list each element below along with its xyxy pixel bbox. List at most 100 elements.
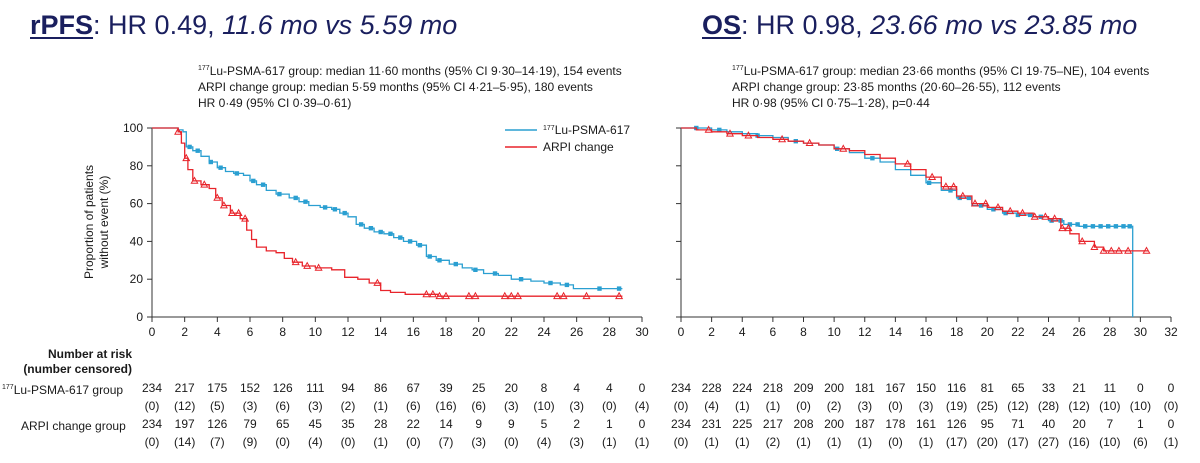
risk-censored-arpi: (17) <box>946 435 967 449</box>
risk-count-lu: 234 <box>142 381 162 395</box>
risk-count-lu: 209 <box>793 381 813 395</box>
rpfs-legend: 177Lu-PSMA-617 ARPI change <box>505 123 630 154</box>
os-curve-lu <box>681 127 1134 317</box>
risk-count-lu: 224 <box>732 381 752 395</box>
y-tick-label: 100 <box>123 121 143 135</box>
rpfs-censor-mark-lu <box>473 267 478 272</box>
risk-count-lu: 181 <box>855 381 875 395</box>
risk-censored-lu: (3) <box>504 399 519 413</box>
legend-label: ARPI change <box>543 140 614 154</box>
rpfs-censor-mark-arpi <box>182 153 191 162</box>
os-censor-mark-arpi <box>1099 246 1108 254</box>
rpfs-censor-mark-lu <box>564 282 570 288</box>
os-censor-mark-arpi <box>928 172 937 180</box>
risk-censored-lu: (5) <box>210 399 225 413</box>
risk-count-lu: 21 <box>1072 381 1086 395</box>
risk-count-lu: 0 <box>1137 381 1144 395</box>
risk-count-arpi: 234 <box>671 417 691 431</box>
risk-count-arpi: 40 <box>1042 417 1056 431</box>
risk-count-lu: 175 <box>207 381 227 395</box>
risk-count-arpi: 1 <box>1137 417 1144 431</box>
risk-censored-lu: (28) <box>1038 399 1059 413</box>
risk-censored-arpi: (7) <box>210 435 225 449</box>
risk-censored-lu: (12) <box>1007 399 1028 413</box>
risk-count-arpi: 7 <box>1106 417 1113 431</box>
os-censor-mark-lu <box>1003 210 1008 216</box>
risk-count-arpi: 9 <box>475 417 482 431</box>
stat-text: ARPI change group: 23·85 months (20·60–2… <box>732 80 1061 94</box>
risk-count-arpi: 197 <box>175 417 195 431</box>
rpfs-stat-line: ARPI change group: median 5·59 months (9… <box>198 79 622 95</box>
os-censor-mark-arpi <box>1107 246 1116 254</box>
os-title-colon: : <box>741 10 749 40</box>
risk-count-arpi: 208 <box>793 417 813 431</box>
x-tick-label: 14 <box>374 325 388 339</box>
rpfs-censor-mark-arpi <box>213 193 222 201</box>
nar-title-line2: (number censored) <box>23 362 132 376</box>
risk-censored-arpi: (17) <box>1007 435 1028 449</box>
risk-row-text: Lu-PSMA-617 group <box>13 383 124 397</box>
stat-text: HR 0·98 (95% CI 0·75–1·28), p=0·44 <box>732 96 930 110</box>
x-tick-label: 26 <box>1072 325 1086 339</box>
risk-count-lu: 111 <box>306 381 325 395</box>
os-censor-mark-lu <box>1106 224 1111 229</box>
risk-censored-lu: (6) <box>275 399 290 413</box>
risk-count-arpi: 95 <box>981 417 995 431</box>
risk-censored-lu: (12) <box>174 399 195 413</box>
os-censor-mark-lu <box>948 188 953 193</box>
risk-censored-arpi: (0) <box>341 435 356 449</box>
os-censor-mark-arpi <box>704 125 713 133</box>
risk-count-arpi: 187 <box>855 417 875 431</box>
y-tick-label: 40 <box>130 234 144 248</box>
risk-censored-arpi: (4) <box>537 435 552 449</box>
risk-count-lu: 150 <box>916 381 936 395</box>
y-tick-label: 80 <box>130 159 144 173</box>
risk-censored-arpi: (1) <box>1164 435 1179 449</box>
rpfs-censor-mark-lu <box>548 280 553 286</box>
os-censor-mark-arpi <box>941 182 950 190</box>
x-tick-label: 24 <box>1042 325 1056 339</box>
rpfs-censor-mark-lu <box>427 254 432 259</box>
os-censor-mark-arpi <box>805 138 814 146</box>
risk-count-arpi: 126 <box>947 417 967 431</box>
risk-censored-lu: (4) <box>635 399 650 413</box>
nar-title-line1: Number at risk <box>47 347 132 361</box>
stat-sup: 177 <box>198 65 210 72</box>
risk-censored-arpi: (10) <box>1099 435 1120 449</box>
os-censor-mark-arpi <box>903 159 912 167</box>
risk-count-arpi: 0 <box>639 417 646 431</box>
risk-censored-arpi: (7) <box>439 435 454 449</box>
risk-censored-lu: (1) <box>766 399 781 413</box>
os-censor-mark-lu <box>1098 224 1103 229</box>
x-tick-label: 6 <box>247 325 254 339</box>
risk-count-arpi: 22 <box>407 417 421 431</box>
x-tick-label: 10 <box>309 325 323 339</box>
rpfs-censor-mark-lu <box>388 231 393 236</box>
x-tick-label: 8 <box>279 325 286 339</box>
risk-count-arpi: 79 <box>243 417 257 431</box>
x-tick-label: 2 <box>708 325 715 339</box>
stat-text: Lu-PSMA-617 group: median 11·60 months (… <box>209 64 622 78</box>
os-censor-mark-arpi <box>839 144 848 152</box>
os-censor-mark-arpi <box>778 134 787 143</box>
risk-censored-lu: (12) <box>1068 399 1089 413</box>
os-censor-mark-lu <box>1090 224 1096 229</box>
risk-count-arpi: 231 <box>702 417 722 431</box>
y-axis-label-line1: Proportion of patients <box>82 165 96 279</box>
rpfs-censor-mark-arpi <box>507 291 516 300</box>
rpfs-censor-mark-arpi <box>422 289 431 298</box>
rpfs-censor-mark-arpi <box>559 291 568 300</box>
risk-censored-lu: (3) <box>857 399 872 413</box>
os-censor-mark-arpi <box>1114 246 1123 254</box>
risk-censored-lu: (0) <box>796 399 811 413</box>
os-title-medians: 23.66 mo vs 23.85 mo <box>870 10 1138 40</box>
rpfs-censor-mark-arpi <box>200 180 209 188</box>
rpfs-censor-mark-arpi <box>513 291 522 300</box>
rpfs-censor-mark-arpi <box>291 257 300 266</box>
risk-count-arpi: 200 <box>824 417 844 431</box>
x-tick-label: 10 <box>827 325 841 339</box>
rpfs-censor-mark-arpi <box>615 291 624 300</box>
os-censor-mark-arpi <box>744 131 753 139</box>
os-censor-mark-lu <box>1075 222 1080 227</box>
